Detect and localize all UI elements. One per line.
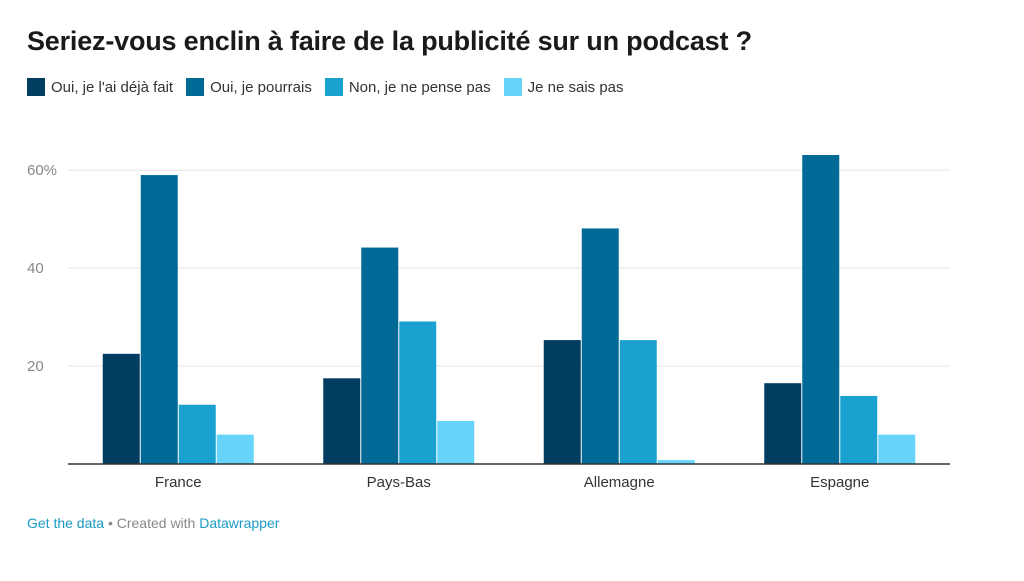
x-tick-label-france: France [155, 474, 202, 491]
bar-espagne-oui-je-pourrais [802, 155, 840, 464]
x-tick-label-pays-bas: Pays-Bas [367, 474, 431, 491]
legend-swatch [27, 78, 45, 96]
legend-label: Je ne sais pas [527, 78, 624, 96]
bar-france-je-ne-sais-pas [216, 434, 254, 464]
bar-allemagne-oui-je-pourrais [581, 228, 619, 464]
bar-allemagne-non-je-ne-pense-pas [619, 340, 657, 464]
x-tick-label-allemagne: Allemagne [584, 474, 655, 491]
legend-swatch [324, 78, 343, 96]
x-tick-label-espagne: Espagne [810, 474, 869, 491]
get-the-data-link[interactable]: Get the data [27, 515, 105, 531]
y-tick-label-60: 60% [27, 162, 57, 179]
legend-label: Oui, je l'ai déjà fait [51, 78, 174, 96]
bar-pays-bas-je-ne-sais-pas [437, 420, 475, 464]
bar-allemagne-je-ne-sais-pas [657, 460, 695, 464]
legend-swatch [186, 78, 205, 96]
bar-france-oui-je-l-ai-deja-fait [102, 353, 140, 464]
legend-item-non-je-ne-pense-pas: Non, je ne pense pas [324, 78, 491, 96]
bar-espagne-non-je-ne-pense-pas [840, 395, 878, 464]
datawrapper-link[interactable]: Datawrapper [199, 515, 280, 531]
bar-espagne-je-ne-sais-pas [878, 434, 916, 464]
bar-pays-bas-oui-je-pourrais [361, 247, 399, 464]
legend-item-je-ne-sais-pas: Je ne sais pas [503, 78, 624, 96]
bar-france-non-je-ne-pense-pas [178, 404, 216, 464]
footer: Get the data • Created with Datawrapper [27, 515, 279, 531]
legend-label: Oui, je pourrais [210, 78, 312, 96]
legend-swatch [503, 78, 522, 96]
bar-france-oui-je-pourrais [140, 175, 178, 465]
legend: Oui, je l'ai déjà fait Oui, je pourrais No… [27, 78, 637, 96]
bar-espagne-oui-je-l-ai-deja-fait [764, 383, 802, 464]
legend-item-oui-je-pourrais: Oui, je pourrais [186, 78, 312, 96]
y-tick-label-40: 40 [27, 260, 44, 277]
legend-item-oui-je-l-ai-deja-fait: Oui, je l'ai déjà fait [27, 78, 173, 96]
bar-pays-bas-oui-je-l-ai-deja-fait [323, 378, 361, 464]
bar-allemagne-oui-je-l-ai-deja-fait [543, 340, 581, 464]
bar-pays-bas-non-je-ne-pense-pas [399, 321, 437, 464]
bar-chart: 20 40 60% France Pays-Bas Allemagne Espagne [27, 155, 950, 491]
legend-label: Non, je ne pense pas [348, 78, 491, 96]
footer-credit-text: • Created with [104, 515, 200, 531]
chart-title: Seriez-vous enclin à faire de la publici… [27, 26, 752, 56]
y-tick-label-20: 20 [27, 358, 44, 375]
